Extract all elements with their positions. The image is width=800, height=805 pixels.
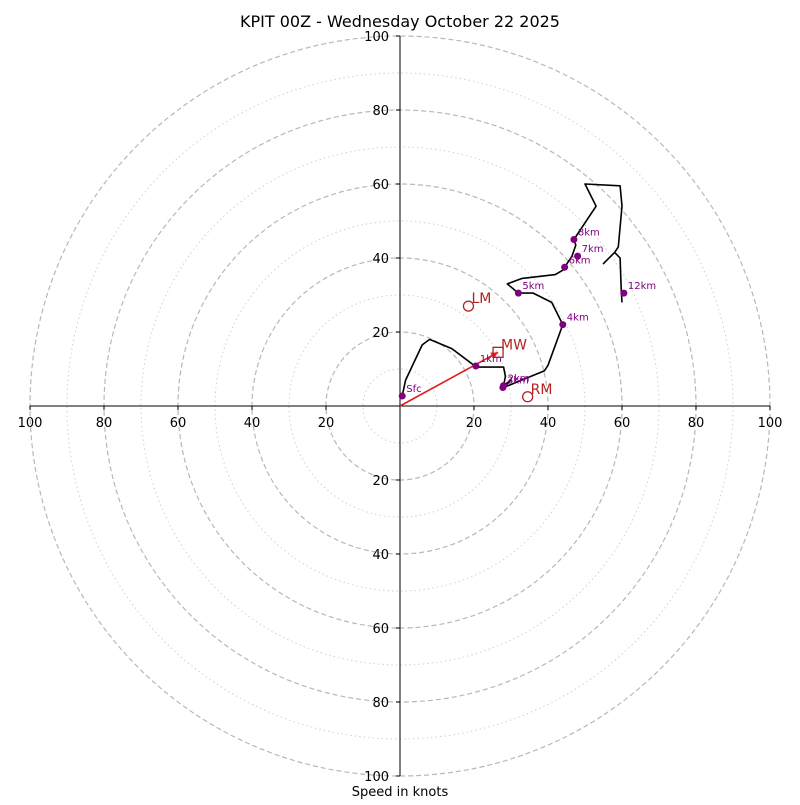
- height-label-6km: 6km: [569, 255, 591, 266]
- height-point-5km: [514, 289, 522, 297]
- x-tick-label: 60: [170, 416, 187, 431]
- x-tick-label: 80: [688, 416, 705, 431]
- marker-lm-label: LM: [471, 291, 491, 307]
- marker-mw-square: [492, 346, 504, 359]
- marker-rm-circle: [522, 391, 534, 403]
- height-point-4km: [559, 321, 567, 329]
- height-label-7km: 7km: [582, 244, 604, 255]
- x-tick-label: 20: [318, 416, 335, 431]
- height-label-5km: 5km: [522, 281, 544, 292]
- marker-rm-label: RM: [531, 382, 553, 398]
- height-label-8km: 8km: [578, 228, 600, 239]
- y-tick-label: 60: [372, 178, 389, 193]
- y-tick-label: 40: [372, 548, 389, 563]
- mean-wind-vector: [399, 351, 499, 407]
- height-point-Sfc: [398, 392, 406, 400]
- x-tick-label: 40: [244, 416, 261, 431]
- height-label-12km: 12km: [628, 281, 656, 292]
- x-tick-label: 20: [466, 416, 483, 431]
- y-tick-label: 100: [364, 30, 389, 45]
- y-tick-label: 80: [372, 696, 389, 711]
- height-label-Sfc: Sfc: [406, 384, 421, 395]
- y-tick-label: 60: [372, 622, 389, 637]
- chart-title: KPIT 00Z - Wednesday October 22 2025: [240, 12, 560, 31]
- x-tick-label: 40: [540, 416, 557, 431]
- height-point-1km: [472, 362, 480, 370]
- mean-wind-arrowhead: [490, 352, 499, 359]
- height-label-2km: 2km: [508, 374, 530, 385]
- y-tick-label: 20: [372, 474, 389, 489]
- height-point-12km: [620, 289, 628, 297]
- marker-mw-label: MW: [501, 337, 527, 353]
- height-label-1km: 1km: [480, 354, 502, 365]
- x-tick-label: 80: [96, 416, 113, 431]
- y-tick-label: 80: [372, 104, 389, 119]
- height-point-8km: [570, 236, 578, 243]
- y-tick-label: 40: [372, 252, 389, 267]
- x-tick-label: 60: [614, 416, 631, 431]
- x-axis-label: Speed in knots: [352, 785, 449, 800]
- height-label-3km: 3km: [507, 376, 529, 387]
- height-label-4km: 4km: [567, 313, 589, 324]
- height-point-7km: [574, 252, 582, 260]
- height-point-6km: [561, 263, 569, 271]
- height-point-3km: [499, 384, 507, 391]
- y-tick-label: 20: [372, 326, 389, 341]
- y-tick-label: 100: [364, 770, 389, 785]
- marker-lm-circle: [462, 300, 475, 312]
- x-tick-label: 100: [758, 416, 783, 431]
- x-tick-label: 100: [18, 416, 43, 431]
